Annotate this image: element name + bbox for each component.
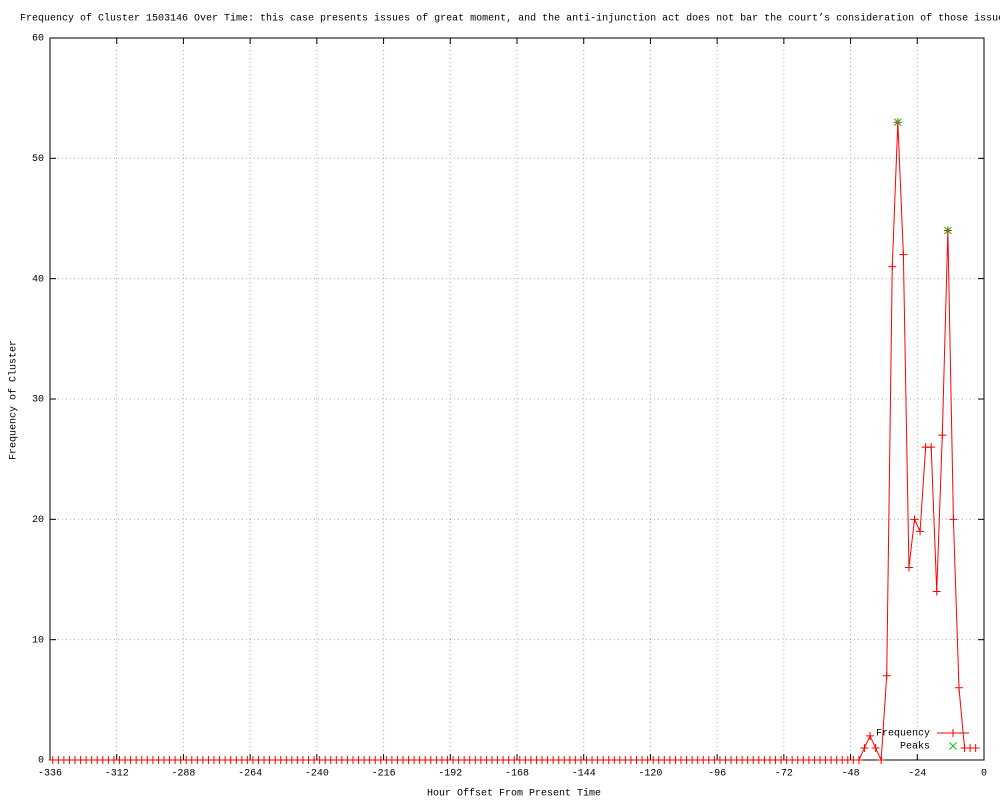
- peak-point: [893, 118, 902, 127]
- x-tick-label: -240: [305, 769, 329, 780]
- x-tick-label: -168: [505, 769, 529, 780]
- x-tick-label: -264: [238, 769, 262, 780]
- x-tick-label: -96: [708, 769, 726, 780]
- frequency-point: [866, 731, 875, 740]
- legend-swatch: [949, 742, 957, 750]
- frequency-point: [971, 743, 980, 752]
- chart-title: Frequency of Cluster 1503146 Over Time: …: [20, 13, 1000, 25]
- frequency-point: [938, 431, 947, 440]
- x-tick-label: -48: [842, 769, 860, 780]
- x-tick-label: -288: [171, 769, 195, 780]
- frequency-point: [882, 671, 891, 680]
- frequency-point: [954, 683, 963, 692]
- x-tick-label: -120: [638, 769, 662, 780]
- x-axis-label: Hour Offset From Present Time: [427, 788, 601, 800]
- x-tick-label: -216: [372, 769, 396, 780]
- frequency-point: [860, 743, 869, 752]
- x-tick-label: 0: [981, 769, 987, 780]
- frequency-point: [910, 515, 919, 524]
- x-tick-label: -192: [438, 769, 462, 780]
- x-tick-label: -144: [572, 769, 596, 780]
- y-tick-label: 10: [32, 635, 44, 646]
- frequency-point: [871, 743, 880, 752]
- frequency-point: [854, 756, 863, 764]
- frequency-point: [927, 443, 936, 452]
- legend-label: Peaks: [900, 741, 930, 753]
- frequency-point: [904, 563, 913, 572]
- x-tick-label: -336: [38, 769, 62, 780]
- legend-label: Frequency: [876, 729, 930, 740]
- frequency-point: [899, 250, 908, 259]
- y-tick-label: 0: [38, 756, 44, 767]
- frequency-point: [888, 262, 897, 271]
- frequency-point: [877, 756, 886, 764]
- y-tick-label: 40: [32, 274, 44, 285]
- frequency-line: [52, 122, 976, 761]
- peak-point: [944, 226, 952, 235]
- legend-swatch: [949, 729, 957, 737]
- frequency-point: [916, 527, 925, 536]
- y-tick-label: 30: [32, 395, 44, 406]
- x-tick-label: -24: [908, 769, 926, 780]
- x-tick-label: -312: [105, 769, 129, 780]
- y-tick-label: 20: [32, 515, 44, 526]
- x-tick-label: -72: [775, 769, 793, 780]
- y-tick-label: 60: [32, 34, 44, 45]
- frequency-point: [949, 515, 958, 524]
- y-tick-label: 50: [32, 154, 44, 165]
- y-axis-label: Frequency of Cluster: [8, 340, 20, 460]
- frequency-point: [932, 587, 941, 596]
